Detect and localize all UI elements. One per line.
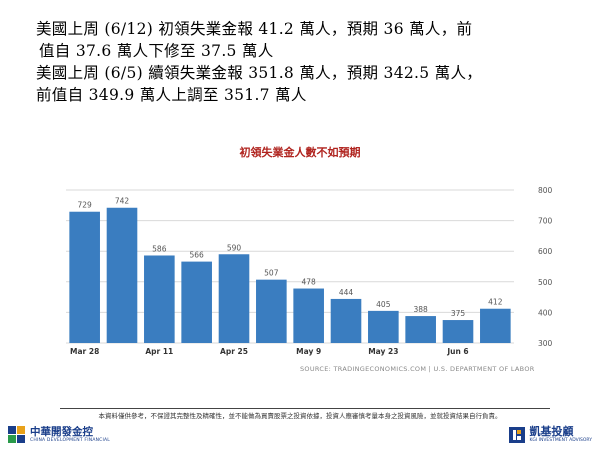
data-label-1: 742 bbox=[115, 197, 130, 206]
y-tick-label-800: 800 bbox=[538, 186, 553, 195]
y-tick-label-300: 300 bbox=[538, 339, 553, 348]
headline-line-1: 美國上周 (6/12) 初領失業金報 41.2 萬人，預期 36 萬人，前 bbox=[36, 20, 473, 38]
data-label-3: 566 bbox=[190, 251, 205, 260]
data-label-7: 444 bbox=[339, 288, 354, 297]
y-tick-label-400: 400 bbox=[538, 308, 553, 317]
y-tick-label-600: 600 bbox=[538, 247, 553, 256]
x-tick-label-8: May 23 bbox=[368, 347, 398, 356]
data-label-11: 412 bbox=[488, 298, 503, 307]
bar-7 bbox=[330, 298, 362, 343]
bar-8 bbox=[368, 310, 399, 343]
y-tick-label-500: 500 bbox=[538, 278, 553, 287]
x-tick-label-4: Apr 25 bbox=[220, 347, 248, 356]
kgi-logo: 凱基投顧 KGI INVESTMENT ADVISORY bbox=[509, 424, 592, 446]
x-tick-label-10: Jun 6 bbox=[446, 347, 468, 356]
data-label-10: 375 bbox=[451, 309, 466, 318]
bar-3 bbox=[181, 261, 212, 343]
data-label-5: 507 bbox=[264, 269, 279, 278]
kgi-logo-icon bbox=[509, 427, 526, 443]
bar-6 bbox=[293, 288, 324, 343]
bar-11 bbox=[480, 308, 511, 343]
bar-1 bbox=[106, 207, 138, 343]
headline-line-4: 前值自 349.9 萬人上調至 351.7 萬人 bbox=[36, 86, 307, 104]
bar-5 bbox=[256, 279, 287, 343]
chart-title: 初領失業金人數不如預期 bbox=[239, 146, 361, 159]
headline-line-3: 美國上周 (6/5) 續領失業金報 351.8 萬人，預期 342.5 萬人， bbox=[36, 64, 483, 82]
x-tick-label-2: Apr 11 bbox=[145, 347, 173, 356]
data-label-9: 388 bbox=[414, 305, 429, 314]
bar-2 bbox=[144, 255, 175, 343]
chart-source: SOURCE: TRADINGECONOMICS.COM | U.S. DEPA… bbox=[300, 365, 535, 373]
bar-4 bbox=[218, 254, 250, 343]
x-tick-label-0: Mar 28 bbox=[70, 347, 99, 356]
y-tick-label-700: 700 bbox=[538, 217, 553, 226]
cdf-logo-english: CHINA DEVELOPMENT FINANCIAL bbox=[30, 437, 111, 443]
bar-10 bbox=[442, 320, 474, 343]
footer-divider bbox=[60, 408, 550, 409]
cdf-logo: 中華開發金控 CHINA DEVELOPMENT FINANCIAL bbox=[8, 424, 110, 446]
bar-9 bbox=[405, 316, 436, 343]
cdf-logo-icon bbox=[8, 426, 26, 444]
headline-line-2: 值自 37.6 萬人下修至 37.5 萬人 bbox=[39, 42, 274, 60]
data-label-6: 478 bbox=[302, 278, 317, 287]
headline: 美國上周 (6/12) 初領失業金報 41.2 萬人，預期 36 萬人，前 值自… bbox=[36, 18, 591, 106]
data-label-0: 729 bbox=[78, 201, 93, 210]
data-label-2: 586 bbox=[152, 244, 167, 253]
x-tick-label-6: May 9 bbox=[296, 347, 321, 356]
data-label-4: 590 bbox=[227, 243, 242, 252]
cdf-logo-name: 中華開發金控 bbox=[30, 425, 93, 438]
kgi-logo-english: KGI INVESTMENT ADVISORY bbox=[529, 438, 592, 443]
disclaimer: 本資料僅供參考，不保證其完整性及精確性，並不能做為買賣股票之投資依據，投資人應審… bbox=[98, 412, 502, 420]
bar-chart: 300 400 500 600 700 800 729 742 586 566 590 507 478 4… bbox=[66, 186, 553, 356]
data-label-8: 405 bbox=[376, 300, 391, 309]
kgi-logo-name: 凱基投顧 bbox=[529, 425, 574, 438]
bar-0 bbox=[69, 211, 100, 343]
